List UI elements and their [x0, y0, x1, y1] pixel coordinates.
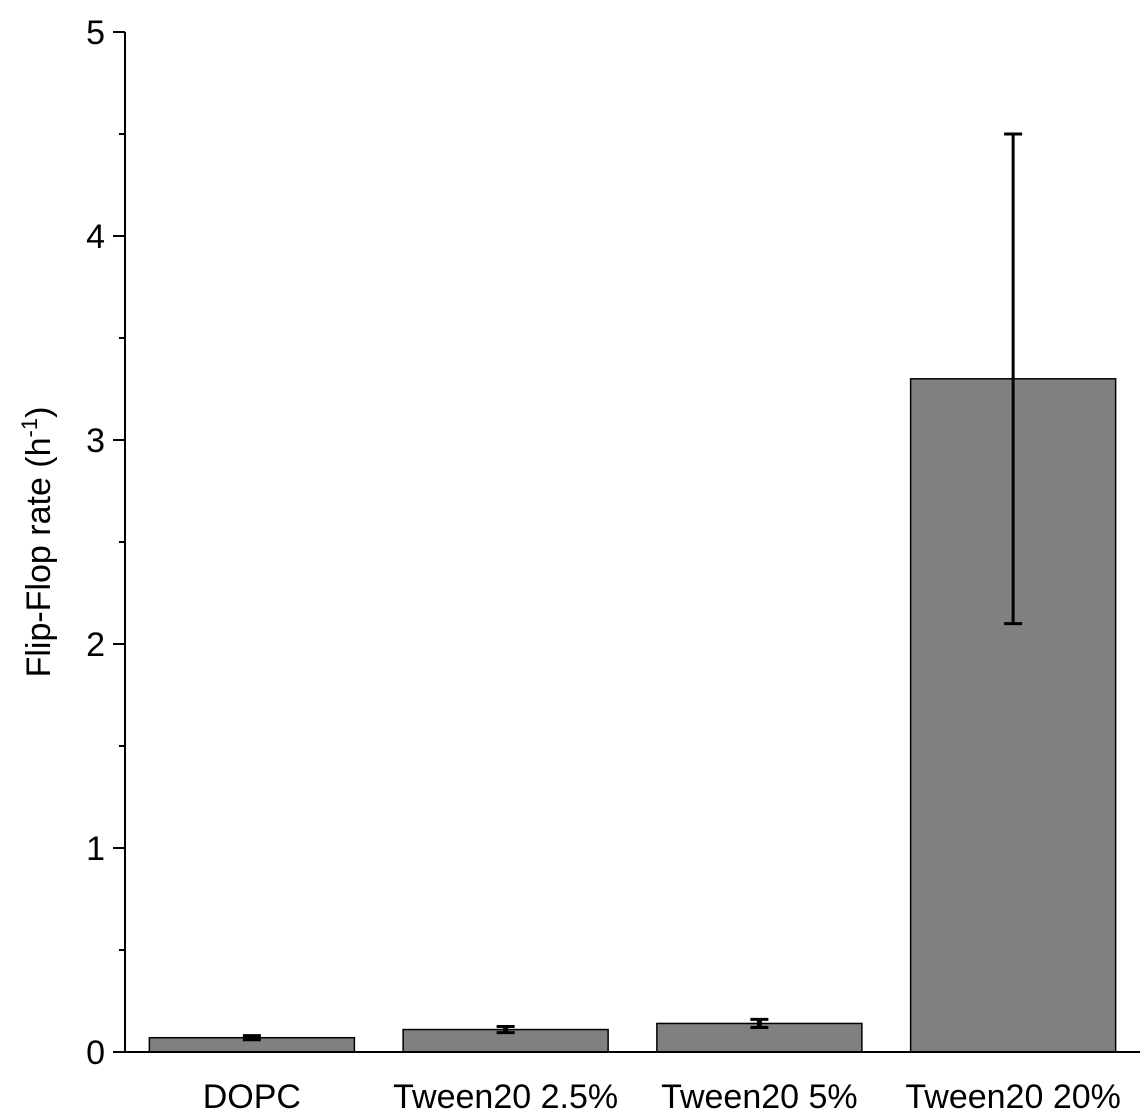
y-tick-label: 2 — [86, 626, 105, 664]
y-tick-label: 1 — [86, 830, 105, 868]
y-tick-label: 5 — [86, 14, 105, 52]
y-axis-title-end: ) — [20, 407, 58, 418]
axes-layer — [113, 31, 1140, 1053]
y-tick-label: 4 — [86, 218, 105, 256]
y-axis-title: Flip-Flop rate (h-1) — [17, 407, 58, 678]
x-tick-label: DOPC — [203, 1078, 301, 1115]
y-tick-label: 3 — [86, 422, 105, 460]
error-bar-4 — [1004, 132, 1023, 626]
x-tick-label: Tween20 5% — [661, 1078, 858, 1115]
x-tick-label: Tween20 2.5% — [393, 1078, 618, 1115]
error-bars-layer — [242, 132, 1023, 1042]
y-axis-title-superscript: -1 — [17, 418, 42, 438]
error-bar-3 — [750, 1017, 769, 1030]
error-bar-2 — [496, 1025, 515, 1035]
labels-layer: DOPC Tween20 2.5% Tween20 5% Tween20 20% 0 1 2… — [86, 14, 1121, 1115]
y-tick-label: 0 — [86, 1034, 105, 1072]
x-tick-label: Tween20 20% — [905, 1078, 1121, 1115]
bars-layer — [148, 378, 1117, 1053]
error-bar-1 — [242, 1034, 261, 1042]
y-axis-title-main: Flip-Flop rate (h — [20, 437, 58, 677]
